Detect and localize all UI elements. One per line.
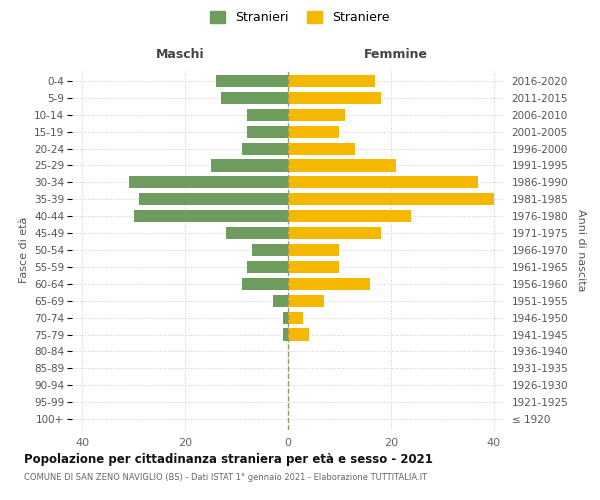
Y-axis label: Fasce di età: Fasce di età bbox=[19, 217, 29, 283]
Bar bbox=[288, 261, 340, 273]
Bar bbox=[288, 126, 340, 138]
Bar bbox=[247, 126, 288, 138]
Legend: Stranieri, Straniere: Stranieri, Straniere bbox=[210, 11, 390, 24]
Bar bbox=[288, 244, 340, 256]
Bar bbox=[288, 108, 344, 121]
Bar bbox=[283, 328, 288, 340]
Bar bbox=[242, 278, 288, 290]
Bar bbox=[288, 142, 355, 154]
Bar bbox=[242, 142, 288, 154]
Bar bbox=[288, 92, 380, 104]
Bar bbox=[139, 193, 288, 205]
Bar bbox=[128, 176, 288, 188]
Text: Maschi: Maschi bbox=[155, 48, 205, 61]
Bar bbox=[272, 294, 288, 307]
Bar bbox=[288, 328, 308, 340]
Bar bbox=[252, 244, 288, 256]
Text: Popolazione per cittadinanza straniera per età e sesso - 2021: Popolazione per cittadinanza straniera p… bbox=[24, 452, 433, 466]
Text: COMUNE DI SAN ZENO NAVIGLIO (BS) - Dati ISTAT 1° gennaio 2021 - Elaborazione TUT: COMUNE DI SAN ZENO NAVIGLIO (BS) - Dati … bbox=[24, 472, 427, 482]
Bar bbox=[226, 227, 288, 239]
Bar bbox=[288, 210, 412, 222]
Bar bbox=[288, 75, 376, 87]
Text: Femmine: Femmine bbox=[364, 48, 428, 61]
Bar bbox=[134, 210, 288, 222]
Bar bbox=[288, 278, 370, 290]
Bar bbox=[221, 92, 288, 104]
Bar bbox=[283, 312, 288, 324]
Bar bbox=[288, 176, 478, 188]
Bar bbox=[288, 312, 304, 324]
Bar bbox=[247, 261, 288, 273]
Y-axis label: Anni di nascita: Anni di nascita bbox=[577, 209, 586, 291]
Bar bbox=[288, 294, 324, 307]
Bar bbox=[288, 227, 380, 239]
Bar bbox=[288, 160, 396, 172]
Bar bbox=[211, 160, 288, 172]
Bar bbox=[216, 75, 288, 87]
Bar bbox=[247, 108, 288, 121]
Bar bbox=[288, 193, 494, 205]
